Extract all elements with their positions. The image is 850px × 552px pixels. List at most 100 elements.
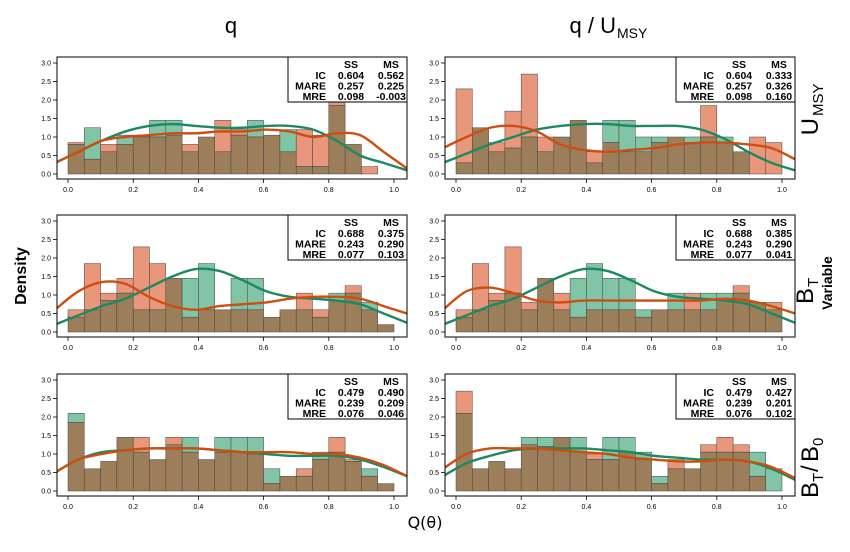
- bar-overlap-4: [132, 309, 150, 333]
- bar-overlap-15: [312, 316, 330, 333]
- column-title-q: q: [225, 13, 237, 38]
- bar-ms-6: [165, 437, 183, 446]
- bar-overlap-17: [344, 144, 362, 175]
- stats-header-ms: MS: [771, 376, 787, 388]
- y-tick-label: 0.5: [429, 311, 439, 318]
- bar-overlap-5: [149, 309, 167, 333]
- y-tick-label: 2.0: [41, 98, 51, 105]
- stats-row-label: IC: [704, 387, 715, 399]
- stats-value-ss: 0.257: [726, 81, 752, 93]
- bar-ss-7: [181, 437, 199, 453]
- stats-value-ss: 0.243: [726, 239, 752, 251]
- bar-overlap-14: [295, 475, 313, 492]
- bar-overlap-9: [214, 151, 232, 175]
- bar-overlap-9: [214, 451, 232, 492]
- bar-overlap-6: [553, 437, 571, 492]
- x-tick-label: 0.2: [128, 187, 138, 194]
- bar-overlap-12: [263, 316, 281, 333]
- stats-row-label: IC: [316, 70, 327, 82]
- bar-ms-4: [132, 246, 150, 311]
- y-tick-label: 1.0: [429, 293, 439, 300]
- bar-overlap-16: [716, 142, 734, 175]
- bar-ss-9: [602, 278, 620, 311]
- bar-ss-7: [569, 278, 587, 318]
- bar-overlap-3: [504, 468, 522, 492]
- y-tick-label: 1.0: [429, 452, 439, 459]
- y-tick-label: 2.5: [429, 237, 439, 244]
- stats-header-ms: MS: [771, 59, 787, 71]
- y-tick-label: 0.5: [41, 470, 51, 477]
- y-tick-label: 1.5: [429, 274, 439, 281]
- y-tick-label: 0.5: [41, 311, 51, 318]
- density-curves: [445, 122, 795, 172]
- bar-ms-0: [67, 142, 85, 145]
- bar-overlap-10: [230, 451, 248, 492]
- bar-overlap-17: [344, 461, 362, 492]
- bar-overlap-13: [279, 151, 297, 175]
- stats-row-label: IC: [316, 387, 327, 399]
- stats-row-label: MRE: [303, 408, 326, 420]
- stats-header-ms: MS: [383, 217, 399, 229]
- panels: 0.0 0.5 1.0 1.5 2.0 2.5 3.0 0.0 0.2 0.4 0.6 0.8 1.0 S…: [41, 56, 796, 511]
- stats-value-ms: 0.385: [766, 228, 792, 240]
- y-tick-label: 3.0: [429, 219, 439, 226]
- y-tick-label: 3.0: [41, 219, 51, 226]
- x-tick-label: 0.4: [194, 504, 204, 511]
- stats-header-ss: SS: [732, 217, 746, 229]
- x-tick-label: 0.0: [451, 504, 461, 511]
- stats-value-ss: 0.479: [726, 387, 752, 399]
- y-tick-label: 2.0: [41, 415, 51, 422]
- bar-ms-15: [700, 444, 718, 453]
- bar-overlap-16: [716, 451, 734, 492]
- x-tick-label: 0.4: [582, 345, 592, 352]
- panel-frame: [444, 56, 796, 180]
- bar-overlap-6: [553, 309, 571, 333]
- bar-overlap-2: [488, 151, 506, 175]
- bar-overlap-14: [295, 166, 313, 175]
- density-line-ss: [445, 267, 795, 326]
- bar-overlap-8: [586, 459, 603, 492]
- stats-value-ss: 0.077: [726, 249, 752, 261]
- density-curves: [445, 267, 795, 326]
- row-label-t-subscript: T: [805, 278, 822, 287]
- panel-r3c1: 0.0 0.5 1.0 1.5 2.0 2.5 3.0 0.0 0.2 0.4 0.6 0.8 1.0 S…: [41, 373, 408, 511]
- x-tick-label: 0.8: [324, 345, 334, 352]
- stats-value-ms: -0.003: [376, 91, 406, 103]
- bar-overlap-19: [377, 324, 395, 333]
- bar-overlap-13: [279, 309, 297, 333]
- bar-ss-18: [361, 468, 378, 477]
- bar-overlap-11: [635, 151, 652, 175]
- bar-ms-16: [328, 437, 346, 453]
- stats-value-ms: 0.209: [378, 398, 404, 410]
- x-tick-label: 1.0: [777, 504, 787, 511]
- stats-value-ss: 0.604: [726, 70, 752, 82]
- bar-ms-14: [295, 292, 313, 311]
- bar-overlap-13: [667, 136, 685, 175]
- stats-value-ms: 0.375: [378, 228, 404, 240]
- stats-value-ss: 0.239: [726, 398, 752, 410]
- bar-ms-9: [214, 120, 232, 153]
- stats-box: [287, 373, 408, 420]
- x-tick-label: 0.4: [582, 187, 592, 194]
- bar-overlap-7: [181, 316, 199, 333]
- stats-row-label: MARE: [295, 239, 326, 251]
- bar-ms-18: [361, 166, 378, 175]
- bar-overlap-3: [504, 147, 522, 175]
- stats-value-ms: 0.290: [766, 239, 792, 251]
- x-tick-label: 0.2: [516, 504, 526, 511]
- bar-ss-11: [635, 309, 652, 318]
- bar-overlap-4: [520, 444, 538, 492]
- bar-ss-10: [618, 278, 636, 311]
- bar-overlap-12: [651, 309, 669, 333]
- bar-overlap-16: [328, 300, 346, 333]
- column-title-msy-subscript: MSY: [617, 25, 648, 41]
- y-tick-label: 3.0: [41, 378, 51, 385]
- bar-ms-16: [716, 437, 734, 453]
- bar-overlap-11: [247, 309, 264, 333]
- bar-overlap-14: [683, 468, 701, 492]
- bar-overlap-18: [361, 475, 378, 492]
- bar-overlap-1: [472, 468, 489, 492]
- stats-row-label: MRE: [303, 91, 326, 103]
- x-tick-label: 0.2: [128, 504, 138, 511]
- bar-ss-5: [537, 437, 555, 447]
